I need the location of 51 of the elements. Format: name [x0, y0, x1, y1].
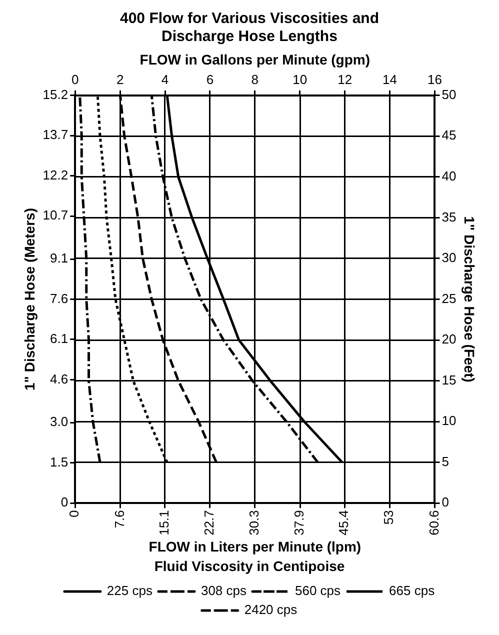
y-tick-label: 3.0: [50, 414, 68, 430]
y2-tick-label: 10: [442, 413, 456, 428]
y2-tick-label: 0: [442, 494, 449, 510]
x2-tick-label: 10: [292, 72, 308, 88]
y-tick-label: 4.6: [50, 371, 68, 386]
y2-tick-label: 30: [442, 250, 456, 266]
x-tick-label: 60.6: [426, 510, 442, 536]
x-tick-label: 22.7: [201, 510, 216, 536]
y2-tick-label: 45: [442, 128, 456, 143]
legend-label: 2420 cps: [244, 602, 298, 618]
x2-tick-label: 16: [428, 72, 442, 88]
x-axis-title: FLOW in Liters per Minute (lpm): [148, 538, 362, 555]
y-axis-title: 1" Discharge Hose (Meters): [21, 208, 38, 390]
x2-tick-label: 14: [382, 72, 398, 88]
legend-title: Fluid Viscosity in Centipoise: [154, 558, 345, 574]
y-tick-label: 10.7: [42, 208, 68, 223]
x2-tick-label: 2: [116, 72, 124, 88]
y2-tick-label: 5: [442, 454, 449, 469]
chart-title: 400 Flow for Various Viscosities and Discharge Hose Lengths: [119, 10, 380, 46]
y2-tick-label: 50: [442, 86, 456, 102]
y-tick-label: 9.1: [50, 250, 68, 266]
x2-axis-title: FLOW in Gallons per Minute (gpm): [140, 51, 370, 68]
y-tick-label: 15.2: [42, 86, 68, 102]
y-tick-label: 12.2: [42, 167, 68, 182]
x2-tick-label: 8: [251, 72, 259, 88]
y-tick-label: 7.6: [50, 290, 68, 306]
x-tick-label: 53: [381, 510, 396, 525]
y-tick-label: 0: [60, 494, 68, 510]
legend-label: 308 cps: [200, 583, 247, 598]
x-tick-label: 37.9: [292, 510, 307, 536]
y2-tick-label: 40: [442, 168, 456, 184]
x2-tick-label: 6: [206, 72, 214, 88]
legend-label: 560 cps: [295, 583, 342, 598]
x2-tick-label: 4: [161, 72, 169, 88]
x-tick-label: 45.4: [336, 510, 352, 536]
x-tick-label: 15.1: [156, 510, 172, 536]
y2-tick-label: 25: [442, 290, 456, 306]
y2-tick-label: 20: [442, 332, 456, 347]
x-tick-label: 7.6: [112, 510, 127, 528]
x-tick-label: 30.3: [246, 510, 262, 536]
x-tick-label: 0: [66, 510, 82, 518]
y2-axis-title: 1" Discharge Hose (Feet): [462, 216, 478, 382]
x2-tick-label: 0: [71, 72, 79, 88]
y-tick-label: 6.1: [50, 331, 68, 346]
y-tick-label: 13.7: [42, 127, 68, 142]
y-tick-label: 1.5: [50, 454, 68, 470]
legend-label: 665 cps: [389, 583, 436, 598]
y2-tick-label: 35: [442, 209, 456, 224]
y2-tick-label: 15: [442, 372, 456, 388]
legend-label: 225 cps: [106, 583, 153, 598]
x2-tick-label: 12: [338, 72, 352, 88]
